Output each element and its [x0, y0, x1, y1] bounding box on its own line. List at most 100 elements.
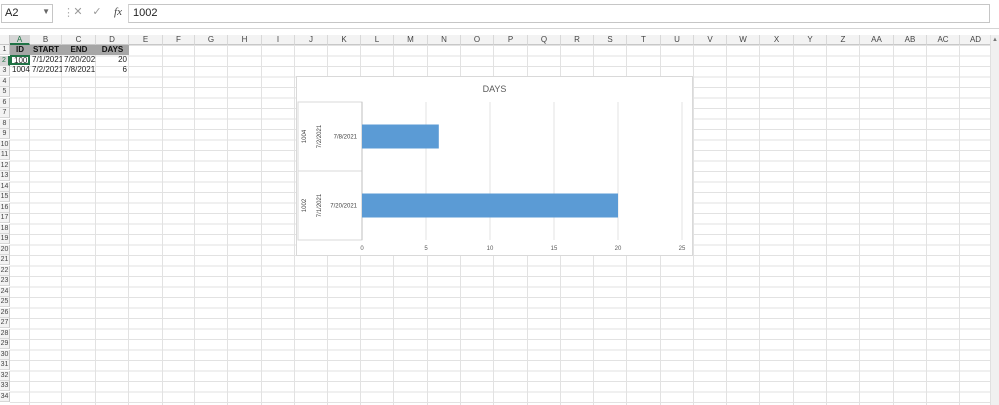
row-header-31[interactable]: 31 — [0, 360, 10, 370]
column-header-j[interactable]: J — [295, 35, 328, 45]
row-header-14[interactable]: 14 — [0, 181, 10, 192]
column-header-u[interactable]: U — [661, 35, 694, 45]
column-header-f[interactable]: F — [163, 35, 195, 45]
column-header-x[interactable]: X — [760, 35, 794, 45]
row-header-21[interactable]: 21 — [0, 255, 10, 265]
cell-a3[interactable]: 1004 — [12, 65, 30, 74]
column-header-t[interactable]: T — [627, 35, 661, 45]
vertical-scrollbar[interactable]: ▲ — [990, 35, 999, 405]
row-header-29[interactable]: 29 — [0, 339, 10, 349]
row-header-23[interactable]: 23 — [0, 276, 10, 286]
column-header-aa[interactable]: AA — [860, 35, 894, 45]
row-header-34[interactable]: 34 — [0, 391, 10, 402]
formula-bar-grip-icon: ⋮ — [63, 7, 74, 19]
row-header-18[interactable]: 18 — [0, 223, 10, 234]
table-header-start[interactable]: START — [30, 45, 62, 55]
row-header-3[interactable]: 3 — [0, 66, 10, 76]
column-header-a[interactable]: A — [10, 35, 30, 45]
column-header-l[interactable]: L — [361, 35, 394, 45]
cell-d2[interactable]: 20 — [118, 55, 127, 64]
cancel-icon[interactable]: ✕ — [73, 6, 83, 18]
column-header-ac[interactable]: AC — [927, 35, 960, 45]
cell-b3[interactable]: 7/2/2021 — [32, 65, 62, 74]
column-header-y[interactable]: Y — [794, 35, 827, 45]
column-header-r[interactable]: R — [561, 35, 594, 45]
row-header-32[interactable]: 32 — [0, 370, 10, 381]
column-header-ad[interactable]: AD — [960, 35, 992, 45]
x-tick-label: 20 — [615, 246, 622, 252]
row-header-30[interactable]: 30 — [0, 349, 10, 360]
row-header-28[interactable]: 28 — [0, 328, 10, 339]
column-header-m[interactable]: M — [394, 35, 428, 45]
formula-input[interactable]: 1002 — [128, 4, 990, 23]
row-header-17[interactable]: 17 — [0, 213, 10, 223]
scroll-up-icon[interactable]: ▲ — [992, 37, 998, 43]
column-header-h[interactable]: H — [228, 35, 262, 45]
table-header-id[interactable]: ID — [10, 45, 30, 55]
column-header-e[interactable]: E — [129, 35, 163, 45]
cell-b2[interactable]: 7/1/2021 — [32, 55, 62, 64]
row-header-7[interactable]: 7 — [0, 108, 10, 118]
row-header-19[interactable]: 19 — [0, 234, 10, 244]
row-header-24[interactable]: 24 — [0, 286, 10, 297]
row-header-27[interactable]: 27 — [0, 318, 10, 328]
category-label-id: 1002 — [302, 198, 308, 212]
row-header-15[interactable]: 15 — [0, 192, 10, 202]
cell-c2[interactable]: 7/20/2021 — [64, 55, 96, 64]
chevron-down-icon[interactable]: ▼ — [42, 7, 50, 16]
select-all-corner[interactable] — [0, 35, 10, 45]
column-header-i[interactable]: I — [262, 35, 295, 45]
row-header-10[interactable]: 10 — [0, 139, 10, 150]
table-header-days[interactable]: DAYS — [96, 45, 129, 55]
row-header-5[interactable]: 5 — [0, 87, 10, 97]
column-header-c[interactable]: C — [62, 35, 96, 45]
column-header-d[interactable]: D — [96, 35, 129, 45]
cell-c3[interactable]: 7/8/2021 — [64, 65, 96, 74]
bar-chart[interactable]: DAYS 0 5 10 15 20 25 7/20/2021 7/1/2021 1002 7/8/… — [296, 76, 693, 256]
row-header-26[interactable]: 26 — [0, 307, 10, 318]
bar — [362, 124, 439, 149]
column-header-ab[interactable]: AB — [894, 35, 927, 45]
row-header-6[interactable]: 6 — [0, 97, 10, 108]
column-header-s[interactable]: S — [594, 35, 627, 45]
row-header-11[interactable]: 11 — [0, 150, 10, 160]
row-header-4[interactable]: 4 — [0, 76, 10, 87]
row-header-9[interactable]: 9 — [0, 129, 10, 139]
chart-plot: 0 5 10 15 20 25 7/20/2021 7/1/2021 1002 7/8/2021 7… — [297, 101, 686, 252]
row-header-2[interactable]: 2 — [0, 55, 10, 66]
column-header-b[interactable]: B — [30, 35, 62, 45]
formula-input-value: 1002 — [133, 7, 158, 19]
column-header-v[interactable]: V — [694, 35, 727, 45]
column-header-o[interactable]: O — [461, 35, 494, 45]
table-header-end[interactable]: END — [62, 45, 96, 55]
row-header-12[interactable]: 12 — [0, 160, 10, 171]
x-tick-label: 0 — [360, 246, 364, 252]
cell-a2[interactable]: 1002 — [10, 55, 30, 65]
x-tick-label: 5 — [424, 246, 428, 252]
x-tick-label: 25 — [679, 246, 686, 252]
row-header-25[interactable]: 25 — [0, 297, 10, 307]
column-header-n[interactable]: N — [428, 35, 461, 45]
category-label-start: 7/1/2021 — [317, 193, 323, 217]
category-label-end: 7/20/2021 — [330, 204, 357, 210]
row-header-16[interactable]: 16 — [0, 202, 10, 213]
row-header-22[interactable]: 22 — [0, 265, 10, 276]
column-header-p[interactable]: P — [494, 35, 528, 45]
row-header-1[interactable]: 1 — [0, 45, 10, 55]
row-header-8[interactable]: 8 — [0, 118, 10, 129]
column-header-w[interactable]: W — [727, 35, 760, 45]
column-header-q[interactable]: Q — [528, 35, 561, 45]
name-box[interactable]: A2 ▼ — [1, 4, 53, 23]
cell-d3[interactable]: 6 — [122, 65, 127, 74]
row-header-20[interactable]: 20 — [0, 244, 10, 255]
bar — [362, 193, 618, 218]
row-header-13[interactable]: 13 — [0, 171, 10, 181]
x-tick-label: 10 — [487, 246, 494, 252]
name-box-value: A2 — [5, 7, 19, 19]
column-header-z[interactable]: Z — [827, 35, 860, 45]
column-header-g[interactable]: G — [195, 35, 228, 45]
insert-function-button[interactable]: fx — [114, 6, 122, 18]
column-header-k[interactable]: K — [328, 35, 361, 45]
enter-icon[interactable]: ✓ — [92, 6, 102, 18]
row-header-33[interactable]: 33 — [0, 381, 10, 391]
